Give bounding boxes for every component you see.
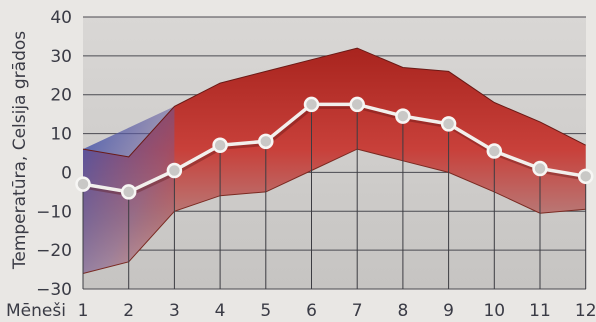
mean-point-month-5 [258,133,274,150]
y-tick-label: 0 [61,163,72,183]
y-tick-label: 10 [50,125,72,145]
x-tick-label: 2 [123,301,134,321]
mean-point-month-12 [577,168,594,185]
x-tick-label: 5 [260,301,271,321]
y-tick-label: −10 [36,202,72,222]
x-tick-label: 11 [529,301,551,321]
mean-point-month-3 [166,162,183,179]
x-tick-label: 7 [352,301,363,321]
x-tick-label: 4 [215,301,226,321]
y-tick-label: 40 [50,8,72,28]
y-tick-label: 20 [50,86,72,106]
min-temperature-line [82,148,586,274]
mean-point-month-8 [395,108,411,124]
x-tick-label: 12 [575,301,596,321]
x-tick-label: 6 [306,301,317,321]
y-axis-tick-labels: 40 30 20 10 0 −10 −20 −30 [36,8,72,300]
mean-point-month-1 [75,176,91,192]
y-axis-title: Temperatūra, Celsija grādos [10,31,30,270]
month-drop-lines [82,104,587,289]
x-axis-tick-labels: 1 2 3 4 5 6 7 8 9 10 11 12 [78,301,596,321]
y-tick-label: 30 [50,47,72,67]
y-tick-label: −30 [36,280,72,300]
x-tick-label: 10 [483,301,505,321]
x-tick-label: 8 [397,301,408,321]
mean-point-month-9 [440,116,457,132]
temperature-range-band [83,48,586,274]
mean-temperature-line [82,102,586,194]
mean-point-month-11 [532,160,548,177]
mean-point-month-2 [120,184,137,200]
mean-temperature-points [75,96,594,200]
max-temperature-line [82,47,586,158]
mean-point-month-4 [212,137,228,153]
x-tick-label: 1 [78,301,89,321]
y-tick-label: −20 [36,241,72,261]
mean-point-month-10 [486,143,503,159]
x-axis-title: Mēneši [6,301,66,321]
mean-point-month-6 [303,96,320,113]
x-tick-label: 9 [443,301,454,321]
x-tick-label: 3 [169,301,180,321]
mean-point-month-7 [349,96,365,113]
